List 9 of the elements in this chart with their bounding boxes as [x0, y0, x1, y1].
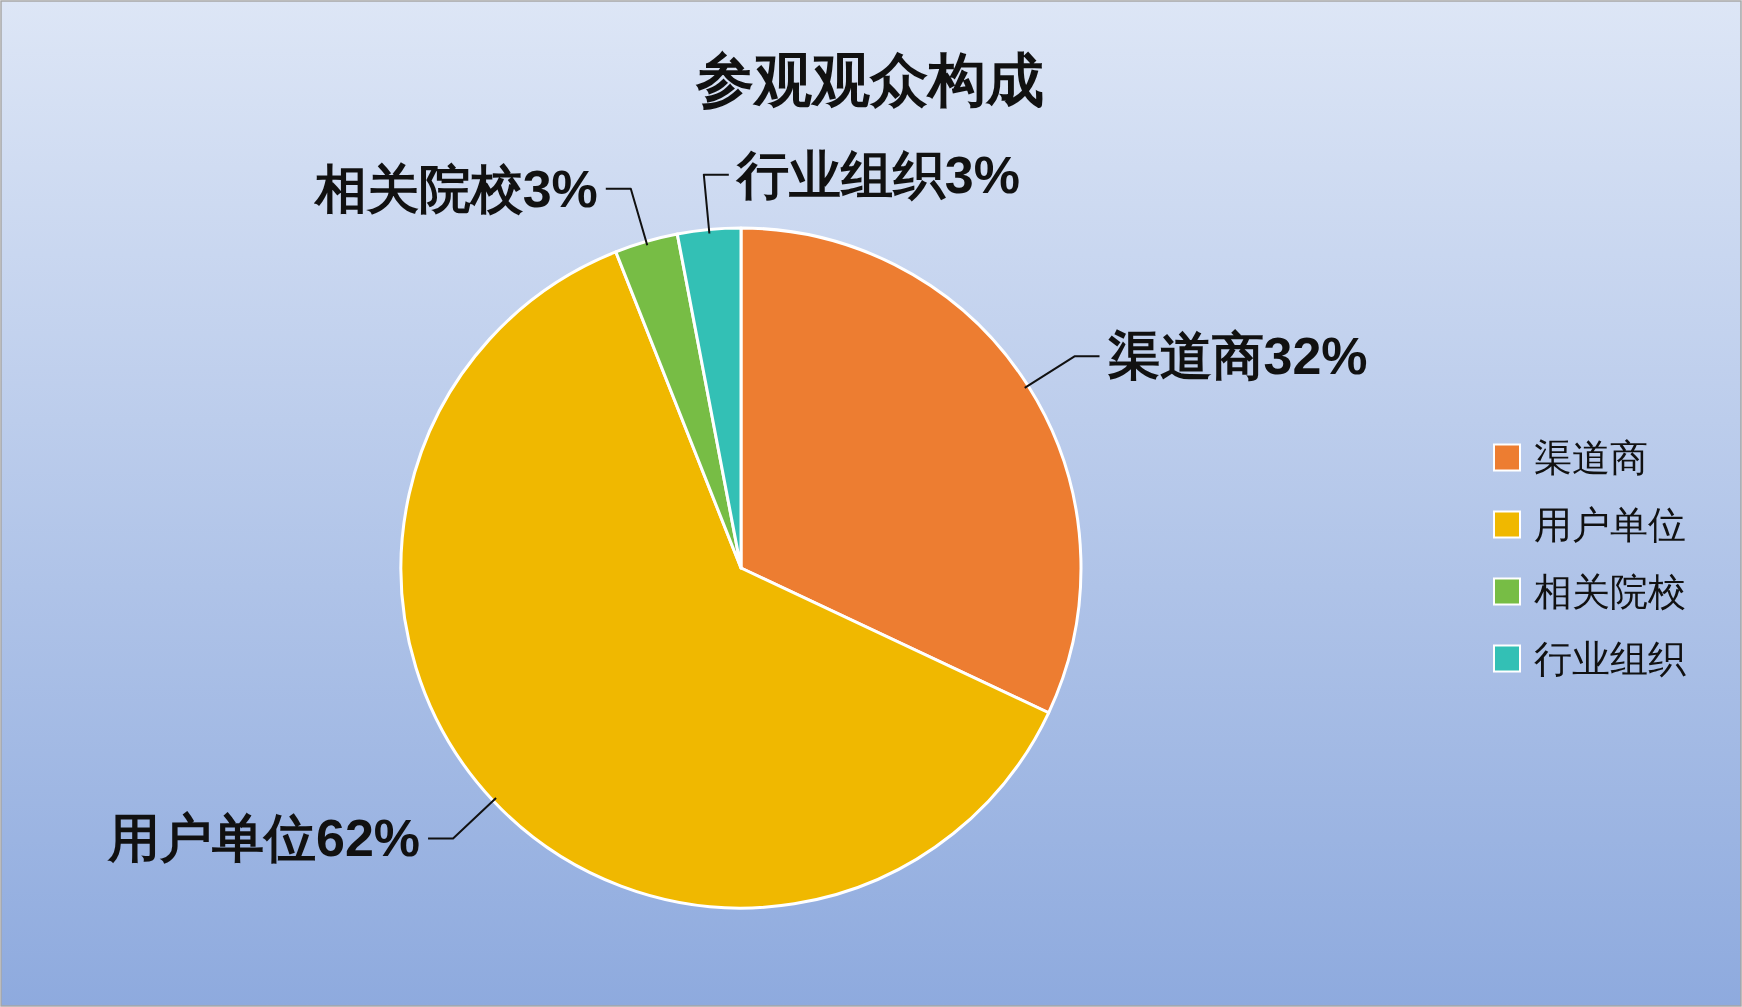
data-label: 行业组织3%	[734, 145, 1020, 204]
legend-label: 相关院校	[1534, 570, 1686, 613]
legend-label: 行业组织	[1534, 637, 1686, 680]
chart-title: 参观观众构成	[695, 47, 1044, 112]
data-label: 用户单位62%	[106, 809, 421, 868]
legend-label: 渠道商	[1534, 436, 1648, 479]
legend-label: 用户单位	[1534, 503, 1686, 546]
data-label: 相关院校3%	[312, 159, 598, 218]
data-label: 渠道商32%	[1106, 327, 1368, 386]
